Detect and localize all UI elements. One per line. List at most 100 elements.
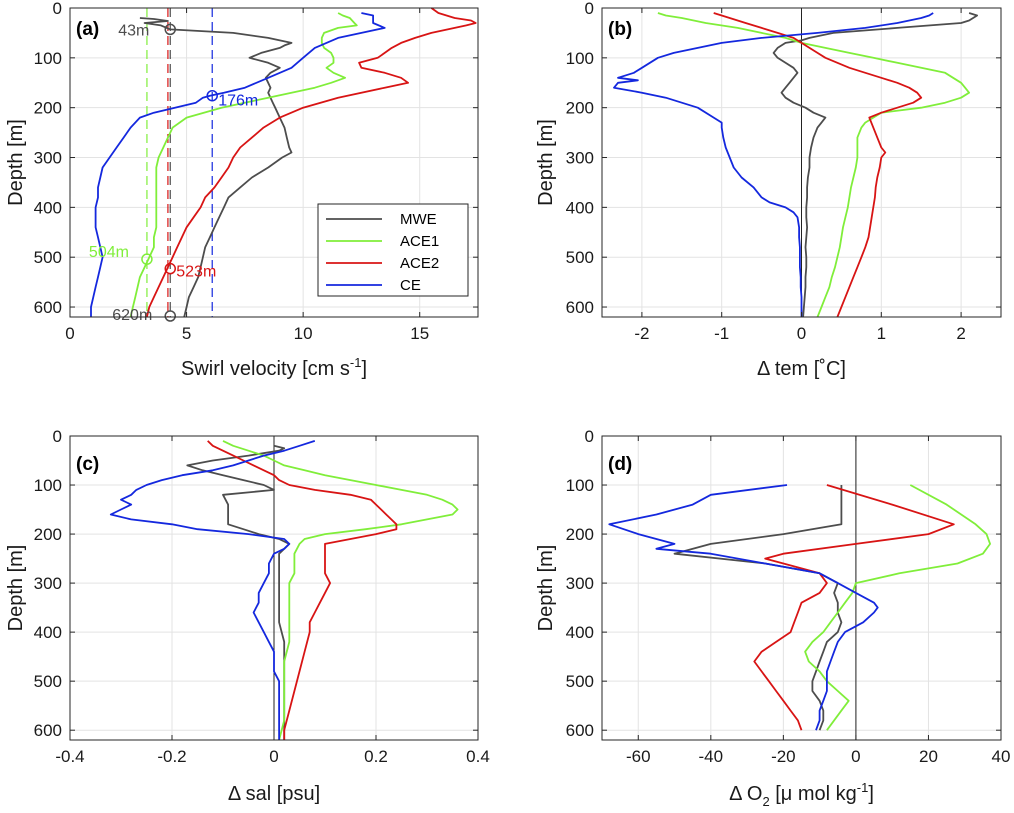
- annotation-504m: 504m: [89, 244, 129, 261]
- legend-label-ce: CE: [400, 277, 421, 294]
- x-tick-label: 0: [851, 747, 860, 766]
- y-tick-label: 200: [34, 99, 62, 118]
- series-line-mwe: [772, 12, 978, 318]
- series-line-ace1: [129, 12, 358, 318]
- x-axis-label-main: Δ tem [˚C]: [757, 358, 846, 380]
- legend-label-ace2: ACE2: [400, 255, 439, 272]
- annotation-176m: 176m: [218, 93, 258, 110]
- plot-frame: [601, 435, 1002, 741]
- marker-504m: [141, 253, 153, 265]
- y-tick-label: 0: [585, 427, 594, 446]
- x-axis-label-main: Swirl velocity [cm s: [181, 358, 350, 380]
- annotation-523m: 523m: [176, 264, 216, 281]
- y-tick-label: 0: [53, 0, 62, 18]
- y-tick-label: 400: [34, 198, 62, 217]
- x-axis-label-sup: -1: [857, 780, 869, 795]
- y-axis-label: Depth [m]: [535, 119, 557, 206]
- panel-b: -2 -1 0 1 2 0 100 200 300 400 500 600 (b) Depth [m] Δ …: [535, 0, 1002, 380]
- series-line-ace2: [753, 484, 955, 731]
- series-line-ace1: [804, 484, 991, 731]
- y-tick-label: 500: [34, 672, 62, 691]
- x-tick-label: -0.4: [55, 747, 84, 766]
- x-tick-label: 1: [877, 324, 886, 343]
- series-line-ace2: [146, 7, 477, 318]
- x-tick-label: 0: [65, 324, 74, 343]
- x-tick-label: -40: [699, 747, 724, 766]
- x-tick-label: -1: [714, 324, 729, 343]
- y-tick-label: 300: [34, 149, 62, 168]
- x-tick-label: 5: [182, 324, 191, 343]
- y-tick-label: 200: [34, 525, 62, 544]
- marker-43m: [164, 23, 177, 36]
- y-tick-label: 300: [566, 149, 594, 168]
- y-tick-label: 100: [34, 49, 62, 68]
- y-axis-label: Depth [m]: [5, 119, 27, 206]
- x-tick-label: 40: [992, 747, 1011, 766]
- x-axis-label-main: Δ sal [psu]: [228, 783, 320, 805]
- y-tick-label: 400: [566, 198, 594, 217]
- x-tick-label: 0.4: [466, 747, 490, 766]
- x-tick-label: 10: [294, 324, 313, 343]
- series-line-mwe: [673, 485, 843, 731]
- series-line-ace1: [657, 12, 970, 318]
- y-tick-label: 500: [566, 248, 594, 267]
- legend-box: [317, 203, 469, 297]
- panel-label: (d): [608, 454, 632, 475]
- panel-d: -60 -40 -20 0 20 400100200300400500600(d)Dept…: [535, 427, 1010, 809]
- x-tick-label: -2: [634, 324, 649, 343]
- y-tick-label: 100: [566, 476, 594, 495]
- y-tick-label: 500: [566, 672, 594, 691]
- panel-label: (a): [76, 19, 99, 40]
- panel-label: (c): [76, 454, 99, 475]
- series-line-mwe: [186, 444, 291, 740]
- x-tick-label: 20: [919, 747, 938, 766]
- series-line-ce: [109, 440, 316, 740]
- x-tick-label: 0: [797, 324, 806, 343]
- y-tick-label: 300: [566, 574, 594, 593]
- series-line-ce: [90, 12, 386, 317]
- marker-620m: [164, 310, 177, 322]
- panel-label: (b): [608, 19, 632, 40]
- x-tick-label: 2: [956, 324, 965, 343]
- x-axis-label: Δ O2 [μ mol kg-1]: [729, 780, 874, 809]
- x-axis-label: Δ tem [˚C]: [757, 358, 846, 380]
- y-tick-label: 300: [34, 574, 62, 593]
- x-axis-label-end: ]: [361, 358, 367, 380]
- x-axis-label-end: ]: [868, 783, 874, 805]
- legend-label-mwe: MWE: [400, 211, 437, 228]
- x-axis-label-sub: 2: [762, 794, 769, 809]
- y-tick-label: 400: [34, 623, 62, 642]
- x-axis-label-sup: -1: [350, 355, 362, 370]
- x-axis-label: Swirl velocity [cm s-1]: [181, 355, 367, 380]
- y-tick-label: 600: [566, 298, 594, 317]
- y-tick-label: 600: [34, 298, 62, 317]
- series-line-ace2: [713, 12, 923, 318]
- panel-c: -0.4 -0.2 0 0.2 0.4 0 100 200 300 400 500 600 (c) Dep…: [5, 427, 490, 805]
- x-axis-label-tail: [μ mol kg: [770, 783, 857, 805]
- x-tick-label: -60: [626, 747, 651, 766]
- x-tick-label: 0.2: [364, 747, 388, 766]
- y-tick-label: 200: [566, 525, 594, 544]
- y-tick-label: 100: [566, 49, 594, 68]
- series-line-ce: [608, 484, 879, 731]
- x-axis-label: Δ sal [psu]: [228, 783, 320, 805]
- y-tick-label: 0: [585, 0, 594, 18]
- x-tick-label: 0: [269, 747, 278, 766]
- y-tick-label: 0: [53, 427, 62, 446]
- x-tick-label: -0.2: [157, 747, 186, 766]
- y-tick-label: 400: [566, 623, 594, 642]
- y-tick-label: 600: [566, 721, 594, 740]
- plot-frame: [69, 7, 479, 318]
- y-tick-label: 100: [34, 476, 62, 495]
- annotation-620m: 620m: [112, 307, 152, 324]
- y-tick-label: 200: [566, 99, 594, 118]
- x-axis-label-main: Δ O: [729, 783, 762, 805]
- y-axis-label: Depth [m]: [5, 545, 27, 632]
- y-axis-label: Depth [m]: [535, 545, 557, 632]
- series-line-ace1: [222, 440, 459, 741]
- series-line-mwe: [139, 17, 293, 318]
- x-tick-label: 15: [410, 324, 429, 343]
- marker-523m: [164, 262, 177, 275]
- y-tick-label: 600: [34, 721, 62, 740]
